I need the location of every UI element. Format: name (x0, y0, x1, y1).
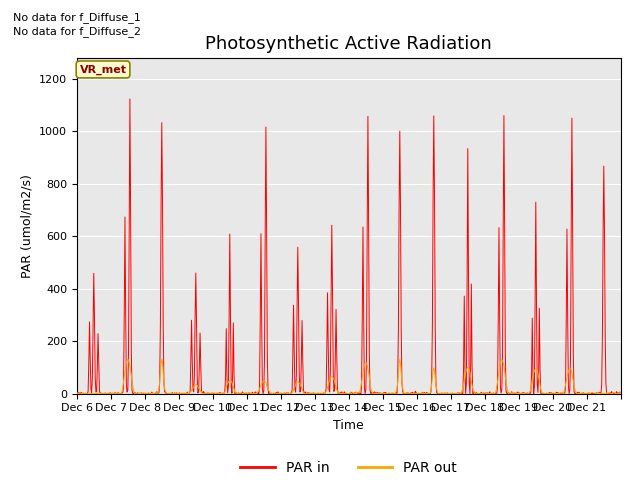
Legend: PAR in, PAR out: PAR in, PAR out (235, 456, 463, 480)
Y-axis label: PAR (umol/m2/s): PAR (umol/m2/s) (20, 174, 33, 277)
Text: No data for f_Diffuse_2: No data for f_Diffuse_2 (13, 26, 141, 37)
Title: Photosynthetic Active Radiation: Photosynthetic Active Radiation (205, 35, 492, 53)
Text: VR_met: VR_met (79, 64, 127, 74)
Text: No data for f_Diffuse_1: No data for f_Diffuse_1 (13, 12, 141, 23)
X-axis label: Time: Time (333, 419, 364, 432)
